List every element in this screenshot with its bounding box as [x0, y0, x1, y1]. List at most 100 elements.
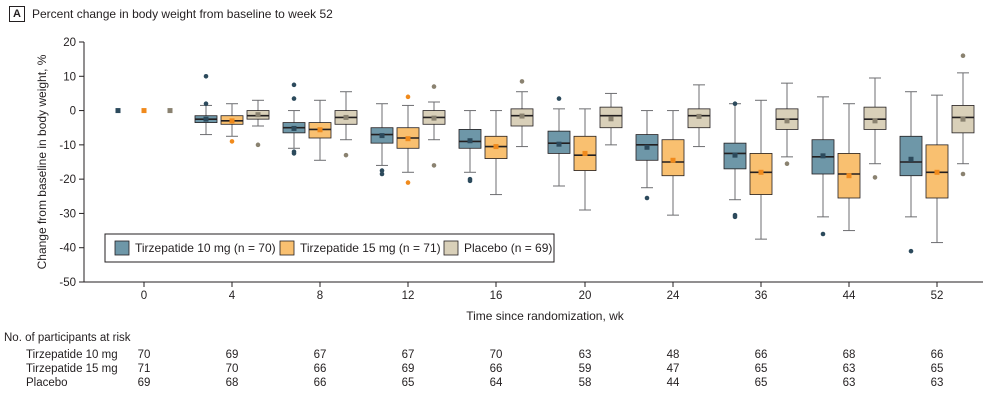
outlier-point — [960, 171, 966, 177]
legend-label: Tirzepatide 15 mg (n = 71) — [300, 241, 441, 255]
outlier-point — [732, 101, 738, 107]
risk-cell: 68 — [842, 349, 856, 361]
box-1-1 — [220, 103, 244, 144]
risk-cell: 59 — [578, 363, 592, 375]
box-2-7 — [775, 82, 799, 167]
box-0-1 — [194, 73, 218, 136]
risk-row: Tirzepatide 15 mg 71 70 66 69 66 59 47 65 63 65 — [0, 363, 994, 377]
mean-marker — [115, 108, 121, 114]
box-1-4 — [484, 110, 508, 196]
risk-table-title: No. of participants at risk — [4, 332, 131, 344]
outlier-point — [431, 84, 437, 89]
x-tick-label: 24 — [667, 290, 680, 302]
risk-cell: 63 — [842, 377, 856, 389]
outlier-point — [908, 248, 914, 254]
outlier-point — [203, 73, 209, 79]
risk-cell: 67 — [401, 349, 415, 361]
outlier-point — [379, 168, 385, 173]
mean-marker — [908, 156, 914, 162]
mean-marker — [872, 118, 878, 124]
outlier-point — [379, 171, 385, 177]
box-1-2 — [308, 99, 332, 161]
box-1-3 — [396, 94, 420, 185]
legend-swatch — [114, 240, 130, 256]
risk-cell: 70 — [225, 363, 239, 375]
box-1-5 — [573, 108, 597, 211]
box-0-4 — [458, 110, 482, 184]
x-tick-label: 8 — [317, 290, 323, 302]
box-2-9 — [951, 53, 975, 177]
risk-cell: 63 — [578, 349, 592, 361]
mean-marker — [167, 108, 173, 114]
y-tick-label: 20 — [63, 37, 76, 49]
outlier-point — [732, 214, 738, 220]
mean-marker — [846, 173, 852, 179]
mean-marker — [784, 118, 790, 124]
box-2-8 — [863, 77, 887, 180]
y-tick-label: -10 — [59, 140, 76, 152]
legend-box — [104, 233, 555, 263]
x-tick-label: 20 — [579, 290, 592, 302]
x-tick-label: 12 — [402, 290, 415, 302]
mean-marker — [317, 127, 323, 133]
risk-cell: 71 — [137, 363, 151, 375]
outlier-point — [405, 180, 411, 185]
outlier-point — [291, 96, 297, 101]
outlier-point — [255, 142, 261, 148]
risk-cell: 69 — [401, 363, 415, 375]
box-body — [661, 139, 685, 177]
box-1-6 — [661, 110, 685, 216]
mean-marker — [405, 136, 411, 142]
risk-row-label: Tirzepatide 15 mg — [26, 363, 118, 375]
box-0-3 — [370, 103, 394, 177]
y-axis-label: Change from baseline in body weight, % — [35, 54, 49, 269]
mean-marker — [732, 152, 738, 158]
box-0-9 — [899, 91, 923, 254]
legend-swatch — [279, 240, 295, 256]
box-0-0 — [115, 108, 121, 114]
legend-swatch — [443, 240, 459, 256]
box-0-6 — [635, 110, 659, 201]
x-tick-label: 44 — [843, 290, 856, 302]
legend: Tirzepatide 10 mg (n = 70) Tirzepatide 15… — [104, 233, 555, 263]
mean-marker — [255, 112, 261, 118]
outlier-point — [291, 151, 297, 156]
risk-cell: 70 — [489, 349, 503, 361]
x-tick-label: 0 — [141, 290, 147, 302]
risk-cell: 66 — [313, 377, 327, 389]
outlier-point — [431, 163, 437, 168]
box-2-1 — [246, 99, 270, 148]
outlier-point — [467, 178, 473, 184]
mean-marker — [343, 114, 349, 120]
outlier-point — [960, 53, 966, 59]
mean-marker — [670, 157, 676, 163]
x-tick-label: 16 — [490, 290, 503, 302]
outlier-point — [291, 82, 297, 88]
mean-marker — [229, 118, 235, 124]
box-body — [899, 135, 923, 177]
box-0-5 — [547, 96, 571, 187]
box-1-9 — [925, 94, 949, 244]
mean-marker — [758, 169, 764, 175]
y-tick-label: 10 — [63, 71, 76, 83]
risk-cell: 66 — [754, 349, 768, 361]
panel-letter: A — [9, 6, 25, 22]
mean-marker — [203, 116, 209, 122]
outlier-point — [644, 195, 650, 201]
x-axis-label: Time since randomization, wk — [466, 309, 625, 323]
y-tick-label: -50 — [59, 277, 76, 289]
box-1-7 — [749, 99, 773, 240]
mean-marker — [696, 113, 702, 119]
box-0-8 — [811, 96, 835, 237]
mean-marker — [379, 133, 385, 139]
box-plot-chart: 20 10 0 -10 -20 -30 -40 -50 0 4 8 12 16 20 24 36 44 52 Ti… — [35, 37, 983, 323]
risk-cell: 58 — [578, 377, 592, 389]
box-2-5 — [599, 92, 623, 146]
mean-marker — [493, 144, 499, 150]
risk-cell: 68 — [225, 377, 239, 389]
mean-marker — [608, 116, 614, 122]
panel-header: A Percent change in body weight from bas… — [9, 5, 333, 23]
legend-label: Tirzepatide 10 mg (n = 70) — [135, 241, 276, 255]
risk-cell: 44 — [666, 377, 680, 389]
risk-cell: 64 — [489, 377, 503, 389]
